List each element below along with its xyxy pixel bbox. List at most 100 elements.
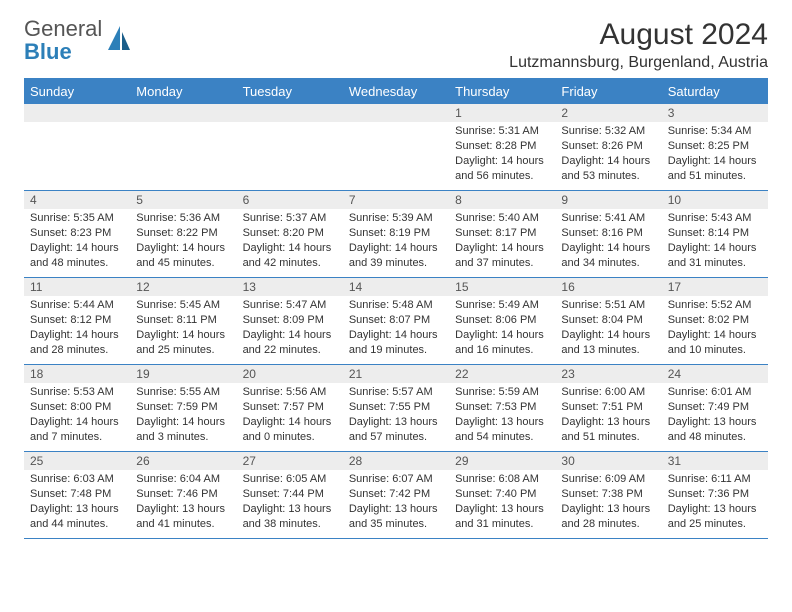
day-content: Sunrise: 6:00 AMSunset: 7:51 PMDaylight:…	[555, 383, 661, 448]
daylight-text: Daylight: 14 hours and 39 minutes.	[349, 241, 443, 271]
day-number: 5	[130, 191, 236, 209]
weekday-header: Thursday	[449, 80, 555, 104]
day-content: Sunrise: 6:05 AMSunset: 7:44 PMDaylight:…	[237, 470, 343, 535]
day-cell: 29Sunrise: 6:08 AMSunset: 7:40 PMDayligh…	[449, 452, 555, 538]
day-number: 31	[662, 452, 768, 470]
sunrise-text: Sunrise: 5:35 AM	[30, 211, 124, 226]
day-content: Sunrise: 6:09 AMSunset: 7:38 PMDaylight:…	[555, 470, 661, 535]
sunrise-text: Sunrise: 5:44 AM	[30, 298, 124, 313]
daylight-text: Daylight: 14 hours and 51 minutes.	[668, 154, 762, 184]
day-content: Sunrise: 5:39 AMSunset: 8:19 PMDaylight:…	[343, 209, 449, 274]
sunset-text: Sunset: 7:53 PM	[455, 400, 549, 415]
day-cell: 1Sunrise: 5:31 AMSunset: 8:28 PMDaylight…	[449, 104, 555, 190]
day-content: Sunrise: 5:45 AMSunset: 8:11 PMDaylight:…	[130, 296, 236, 361]
daylight-text: Daylight: 13 hours and 41 minutes.	[136, 502, 230, 532]
sunrise-text: Sunrise: 5:36 AM	[136, 211, 230, 226]
sunset-text: Sunset: 7:46 PM	[136, 487, 230, 502]
month-title: August 2024	[509, 18, 768, 52]
day-number: 1	[449, 104, 555, 122]
sunrise-text: Sunrise: 5:59 AM	[455, 385, 549, 400]
daylight-text: Daylight: 14 hours and 19 minutes.	[349, 328, 443, 358]
week-row: 1Sunrise: 5:31 AMSunset: 8:28 PMDaylight…	[24, 104, 768, 191]
day-content: Sunrise: 6:11 AMSunset: 7:36 PMDaylight:…	[662, 470, 768, 535]
sunset-text: Sunset: 7:59 PM	[136, 400, 230, 415]
day-number: 27	[237, 452, 343, 470]
brand-text-gray: General	[24, 16, 102, 41]
sunrise-text: Sunrise: 5:43 AM	[668, 211, 762, 226]
day-cell: 27Sunrise: 6:05 AMSunset: 7:44 PMDayligh…	[237, 452, 343, 538]
day-cell: 30Sunrise: 6:09 AMSunset: 7:38 PMDayligh…	[555, 452, 661, 538]
daylight-text: Daylight: 13 hours and 25 minutes.	[668, 502, 762, 532]
day-content: Sunrise: 5:47 AMSunset: 8:09 PMDaylight:…	[237, 296, 343, 361]
sunrise-text: Sunrise: 5:34 AM	[668, 124, 762, 139]
weekday-header-row: Sunday Monday Tuesday Wednesday Thursday…	[24, 80, 768, 104]
sunrise-text: Sunrise: 5:48 AM	[349, 298, 443, 313]
day-number: 6	[237, 191, 343, 209]
daylight-text: Daylight: 14 hours and 31 minutes.	[668, 241, 762, 271]
day-cell: 3Sunrise: 5:34 AMSunset: 8:25 PMDaylight…	[662, 104, 768, 190]
day-number: 13	[237, 278, 343, 296]
daylight-text: Daylight: 13 hours and 57 minutes.	[349, 415, 443, 445]
day-number: 24	[662, 365, 768, 383]
day-cell: 7Sunrise: 5:39 AMSunset: 8:19 PMDaylight…	[343, 191, 449, 277]
day-cell: 16Sunrise: 5:51 AMSunset: 8:04 PMDayligh…	[555, 278, 661, 364]
sunset-text: Sunset: 8:07 PM	[349, 313, 443, 328]
weekday-header: Tuesday	[237, 80, 343, 104]
day-number: 2	[555, 104, 661, 122]
day-cell: 19Sunrise: 5:55 AMSunset: 7:59 PMDayligh…	[130, 365, 236, 451]
sunrise-text: Sunrise: 6:00 AM	[561, 385, 655, 400]
daylight-text: Daylight: 14 hours and 22 minutes.	[243, 328, 337, 358]
day-content	[343, 122, 449, 128]
sunrise-text: Sunrise: 5:32 AM	[561, 124, 655, 139]
weekday-header: Friday	[555, 80, 661, 104]
sunrise-text: Sunrise: 6:03 AM	[30, 472, 124, 487]
day-number: 29	[449, 452, 555, 470]
day-cell: 8Sunrise: 5:40 AMSunset: 8:17 PMDaylight…	[449, 191, 555, 277]
day-cell: 21Sunrise: 5:57 AMSunset: 7:55 PMDayligh…	[343, 365, 449, 451]
sunset-text: Sunset: 8:25 PM	[668, 139, 762, 154]
sunrise-text: Sunrise: 6:05 AM	[243, 472, 337, 487]
day-number: 15	[449, 278, 555, 296]
sunset-text: Sunset: 8:09 PM	[243, 313, 337, 328]
weekday-header: Sunday	[24, 80, 130, 104]
daylight-text: Daylight: 14 hours and 34 minutes.	[561, 241, 655, 271]
day-number: 22	[449, 365, 555, 383]
daylight-text: Daylight: 13 hours and 28 minutes.	[561, 502, 655, 532]
sunset-text: Sunset: 8:19 PM	[349, 226, 443, 241]
week-row: 11Sunrise: 5:44 AMSunset: 8:12 PMDayligh…	[24, 278, 768, 365]
sunset-text: Sunset: 7:48 PM	[30, 487, 124, 502]
day-cell	[24, 104, 130, 190]
daylight-text: Daylight: 14 hours and 42 minutes.	[243, 241, 337, 271]
sunset-text: Sunset: 7:44 PM	[243, 487, 337, 502]
sunrise-text: Sunrise: 5:55 AM	[136, 385, 230, 400]
brand-logo: General Blue	[24, 18, 132, 64]
day-cell: 5Sunrise: 5:36 AMSunset: 8:22 PMDaylight…	[130, 191, 236, 277]
sunrise-text: Sunrise: 6:07 AM	[349, 472, 443, 487]
day-content: Sunrise: 5:37 AMSunset: 8:20 PMDaylight:…	[237, 209, 343, 274]
sunrise-text: Sunrise: 6:04 AM	[136, 472, 230, 487]
day-content: Sunrise: 6:03 AMSunset: 7:48 PMDaylight:…	[24, 470, 130, 535]
daylight-text: Daylight: 14 hours and 37 minutes.	[455, 241, 549, 271]
day-number: 23	[555, 365, 661, 383]
day-number: 10	[662, 191, 768, 209]
sunset-text: Sunset: 7:55 PM	[349, 400, 443, 415]
day-content: Sunrise: 5:34 AMSunset: 8:25 PMDaylight:…	[662, 122, 768, 187]
daylight-text: Daylight: 14 hours and 13 minutes.	[561, 328, 655, 358]
weekday-header: Wednesday	[343, 80, 449, 104]
sunset-text: Sunset: 7:57 PM	[243, 400, 337, 415]
sunset-text: Sunset: 8:17 PM	[455, 226, 549, 241]
day-number: 3	[662, 104, 768, 122]
day-cell: 17Sunrise: 5:52 AMSunset: 8:02 PMDayligh…	[662, 278, 768, 364]
week-row: 4Sunrise: 5:35 AMSunset: 8:23 PMDaylight…	[24, 191, 768, 278]
day-number: 18	[24, 365, 130, 383]
day-number: 20	[237, 365, 343, 383]
sunset-text: Sunset: 8:06 PM	[455, 313, 549, 328]
daylight-text: Daylight: 14 hours and 7 minutes.	[30, 415, 124, 445]
day-content: Sunrise: 5:40 AMSunset: 8:17 PMDaylight:…	[449, 209, 555, 274]
day-number: 12	[130, 278, 236, 296]
day-content: Sunrise: 5:48 AMSunset: 8:07 PMDaylight:…	[343, 296, 449, 361]
sunrise-text: Sunrise: 5:39 AM	[349, 211, 443, 226]
day-cell: 26Sunrise: 6:04 AMSunset: 7:46 PMDayligh…	[130, 452, 236, 538]
sunrise-text: Sunrise: 6:09 AM	[561, 472, 655, 487]
sunrise-text: Sunrise: 5:45 AM	[136, 298, 230, 313]
